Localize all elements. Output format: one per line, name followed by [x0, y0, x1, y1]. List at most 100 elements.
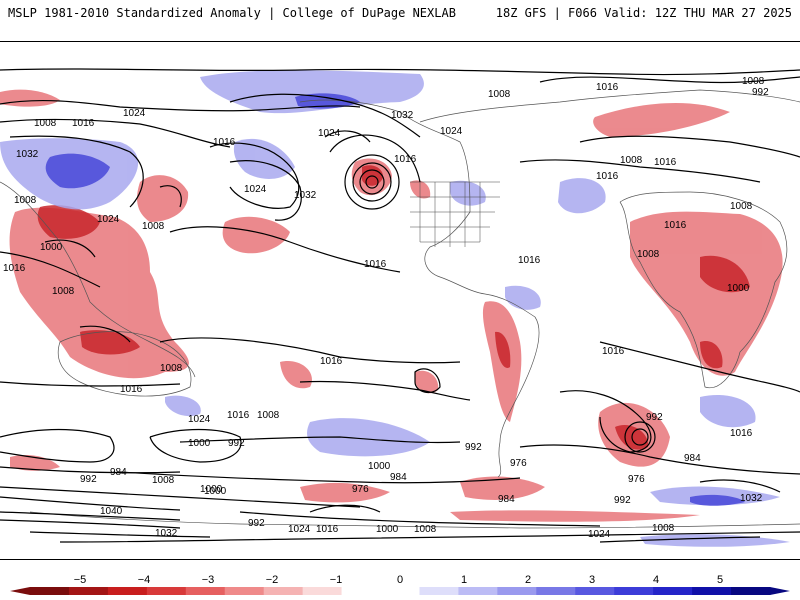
isobar-label: 1000: [200, 484, 223, 495]
isobar-label: 1008: [652, 523, 675, 534]
isobar-label: 1008: [160, 363, 183, 374]
isobar-label: 1008: [637, 249, 660, 260]
colorbar-segment: [224, 587, 265, 595]
colorbar-tick-label: −2: [266, 574, 279, 586]
isobar-label: 1016: [3, 263, 26, 274]
isobar-label: 1024: [244, 184, 267, 195]
isobar-label: 1000: [40, 242, 63, 253]
isobar-label: 1008: [14, 195, 37, 206]
isobar-contours: [0, 68, 800, 543]
isobar-label: 992: [614, 495, 631, 506]
map-title: MSLP 1981-2010 Standardized Anomaly | Co…: [8, 6, 456, 20]
isobar-label: 984: [390, 472, 407, 483]
isobar-label: 1016: [596, 171, 619, 182]
colorbar-segment: [380, 587, 420, 595]
isobar-label: 1016: [316, 524, 339, 535]
isobar-label: 1008: [142, 221, 165, 232]
isobar-label: 1016: [72, 118, 95, 129]
colorbar-right-arrow: [770, 587, 790, 595]
isobar-label: 1016: [394, 154, 417, 165]
isobar-label: 984: [498, 494, 515, 505]
colorbar-tick-label: 3: [589, 574, 595, 586]
colorbar-segment: [692, 587, 732, 595]
colorbar-segment: [107, 587, 148, 595]
isobar-label: 1008: [730, 201, 753, 212]
colorbar-segment: [263, 587, 304, 595]
isobar-label: 1008: [742, 76, 765, 87]
isobar-label: 1024: [97, 214, 120, 225]
isobar-label: 1032: [294, 190, 317, 201]
isobar-label: 992: [646, 412, 663, 423]
colorbar-tick-label: −4: [138, 574, 151, 586]
political-boundaries: [410, 181, 500, 247]
isobar-label: 1024: [188, 414, 211, 425]
forecast-valid-time: 18Z GFS | F066 Valid: 12Z THU MAR 27 202…: [495, 6, 792, 20]
map-panel: 1008 1016 1024 1032 1016 1008 1024 1032 …: [0, 41, 800, 560]
isobar-label: 1008: [257, 410, 280, 421]
isobar-label: 1016: [213, 137, 236, 148]
isobar-label: 1016: [664, 220, 687, 231]
colorbar-segment: [653, 587, 693, 595]
isobar-label: 992: [80, 474, 97, 485]
colorbar-ticks: −5 −4 −3 −2 −1 0 1 2 3 4 5: [74, 574, 723, 586]
isobar-label: 992: [752, 87, 769, 98]
isobar-label: 1032: [155, 528, 178, 539]
isobar-label: 1008: [34, 118, 57, 129]
isobar-label: 1000: [188, 438, 211, 449]
colorbar-segment: [302, 587, 343, 595]
colorbar-segment: [575, 587, 615, 595]
colorbar-segment: [30, 587, 70, 595]
anomaly-colorbar: −5 −4 −3 −2 −1 0 1 2 3 4 5: [10, 574, 790, 595]
isobar-label: 1008: [488, 89, 511, 100]
isobar-label: 1016: [320, 356, 343, 367]
colorbar-tick-label: 1: [461, 574, 467, 586]
colorbar-tick-label: −1: [330, 574, 343, 586]
strong-positive-anomaly-shading: [45, 93, 745, 506]
colorbar-segment: [68, 587, 109, 595]
isobar-label: 1008: [620, 155, 643, 166]
colorbar-segment: [536, 587, 576, 595]
isobar-label: 1016: [730, 428, 753, 439]
isobar-label: 992: [248, 518, 265, 529]
mslp-anomaly-map: 1008 1016 1024 1032 1016 1008 1024 1032 …: [0, 68, 800, 547]
isobar-label: 1032: [740, 493, 763, 504]
isobar-label: 1016: [596, 82, 619, 93]
colorbar-tick-label: 0: [397, 574, 403, 586]
isobar-label: 1008: [52, 286, 75, 297]
colorbar-segment: [458, 587, 498, 595]
isobar-label: 1016: [602, 346, 625, 357]
colorbar-segment: [341, 587, 382, 595]
isobar-label: 992: [228, 438, 245, 449]
isobar-label: 976: [352, 484, 369, 495]
colorbar-tick-label: 5: [717, 574, 723, 586]
isobar-label: 976: [628, 474, 645, 485]
colorbar-tick-label: 4: [653, 574, 659, 586]
isobar-label: 1032: [16, 149, 39, 160]
colorbar-segments: [30, 587, 771, 595]
isobar-label: 992: [465, 442, 482, 453]
isobar-label: 1024: [588, 529, 611, 540]
isobar-label: 984: [110, 467, 127, 478]
colorbar-segment: [497, 587, 537, 595]
isobar-label: 1040: [100, 506, 123, 517]
isobar-label: 1008: [152, 475, 175, 486]
colorbar-segment: [614, 587, 654, 595]
colorbar-tick-label: −5: [74, 574, 87, 586]
isobar-label: 1024: [318, 128, 341, 139]
negative-anomaly-shading: [0, 89, 783, 522]
isobar-label: 1016: [227, 410, 250, 421]
isobar-label: 1016: [364, 259, 387, 270]
colorbar-segment: [731, 587, 771, 595]
isobar-label: 1008: [414, 524, 437, 535]
colorbar-segment: [185, 587, 226, 595]
isobar-label: 1016: [654, 157, 677, 168]
isobar-label: 1032: [391, 110, 414, 121]
isobar-label: 1016: [518, 255, 541, 266]
isobar-label: 1024: [440, 126, 463, 137]
isobar-label: 976: [510, 458, 527, 469]
colorbar-tick-label: 2: [525, 574, 531, 586]
colorbar-tick-label: −3: [202, 574, 215, 586]
colorbar-segment: [419, 587, 459, 595]
colorbar-segment: [146, 587, 187, 595]
isobar-label: 1000: [727, 283, 750, 294]
